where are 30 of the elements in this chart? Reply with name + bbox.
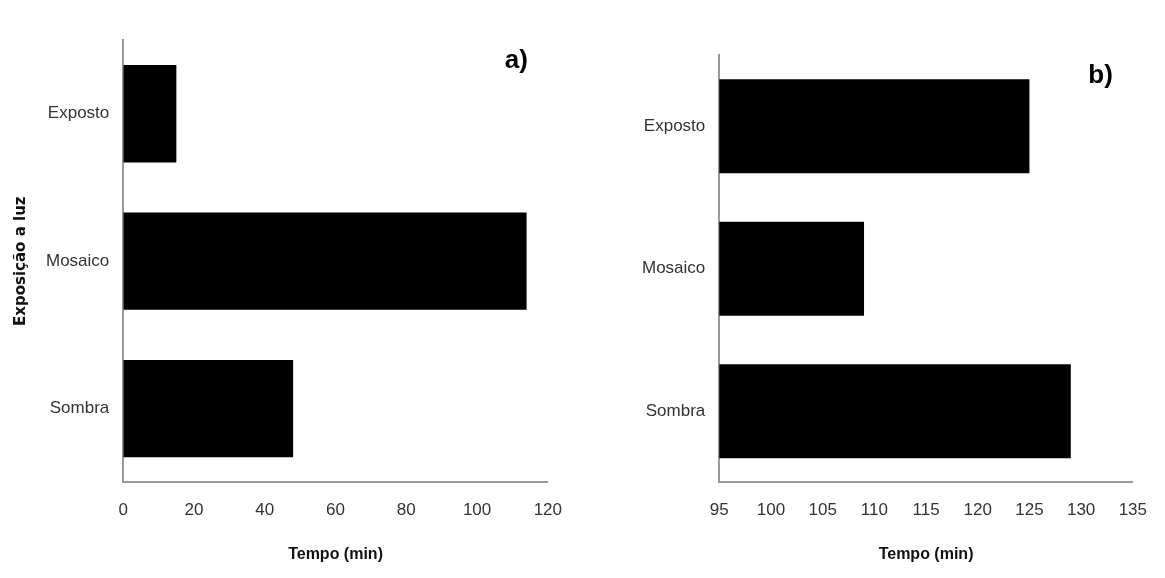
x-tick-label: 95 <box>709 500 729 520</box>
y-tick-label: Sombra <box>645 400 706 420</box>
x-tick-label: 60 <box>326 500 346 520</box>
x-tick-label: 100 <box>756 500 786 520</box>
bar <box>123 360 294 458</box>
bar <box>123 65 177 163</box>
x-tick-label: 20 <box>184 500 204 520</box>
bar <box>123 212 527 310</box>
y-tick-label: Exposto <box>643 115 706 135</box>
y-tick-label: Mosaico <box>641 258 706 278</box>
x-tick-label: 100 <box>462 500 492 520</box>
x-tick-label: 0 <box>118 500 129 520</box>
x-axis-title: Tempo (min) <box>288 544 383 562</box>
x-tick-label: 130 <box>1066 500 1096 520</box>
x-tick-label: 110 <box>860 500 888 520</box>
x-tick-label: 115 <box>912 500 940 520</box>
y-tick-label: Exposto <box>47 103 110 123</box>
x-tick-label: 80 <box>396 500 416 520</box>
x-tick-label: 105 <box>808 500 837 520</box>
x-tick-label: 40 <box>255 500 275 520</box>
x-tick-label: 135 <box>1118 500 1148 520</box>
chart-title: b) <box>1088 59 1113 90</box>
x-axis-title: Tempo (min) <box>878 544 974 562</box>
chart-title: a) <box>504 44 528 75</box>
x-tick-label: 120 <box>963 500 992 520</box>
x-tick-label: 125 <box>1015 500 1044 520</box>
y-axis-title: Exposição a luz <box>10 196 29 326</box>
x-tick-label: 120 <box>533 500 563 520</box>
y-tick-label: Mosaico <box>45 250 110 270</box>
y-tick-label: Sombra <box>49 398 110 418</box>
